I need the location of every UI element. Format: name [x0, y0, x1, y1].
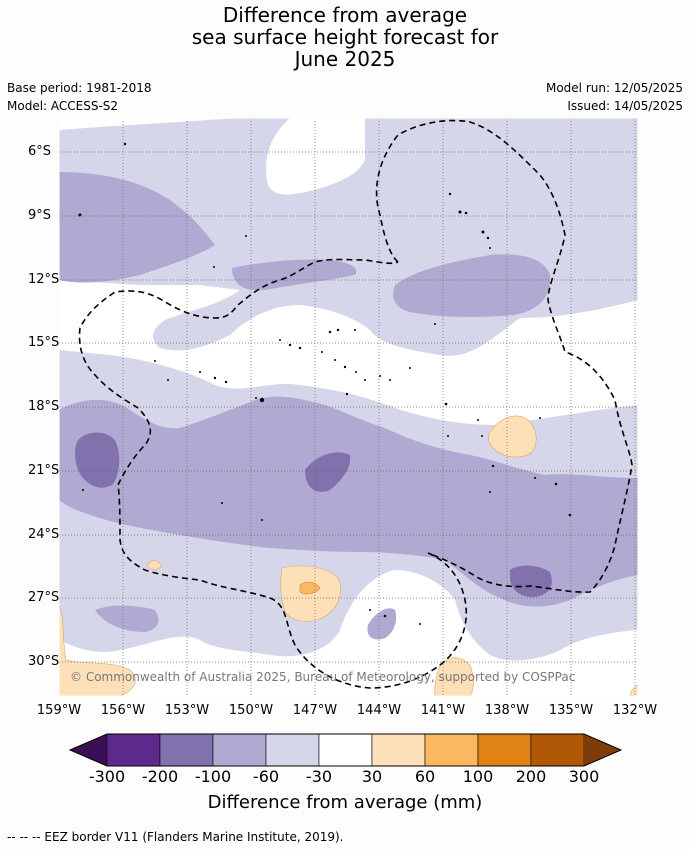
- base-period: Base period: 1981-2018: [7, 81, 152, 95]
- model-name: Model: ACCESS-S2: [7, 99, 119, 113]
- contour-neg60: [59, 172, 638, 640]
- cb-label-4: -60: [252, 767, 280, 786]
- meta-right: Model run: 12/05/2025 Issued: 14/05/2025: [546, 79, 683, 115]
- lat-label-12s: 12°S: [28, 272, 60, 287]
- title-line-3: June 2025: [294, 47, 396, 71]
- gridlines: [58, 118, 638, 696]
- colorbar-bin-4: [265, 733, 320, 767]
- lat-label-27s: 27°S: [28, 590, 60, 605]
- lon-label-132w: 132°W: [612, 703, 658, 718]
- anomaly-field: [59, 118, 638, 696]
- lat-label-15s: 15°S: [28, 335, 60, 350]
- contour-pos30: [59, 415, 638, 696]
- contour-neg100: [75, 432, 552, 598]
- cb-label-7: 60: [414, 767, 436, 786]
- lon-label-150w: 150°W: [228, 703, 274, 718]
- lat-label-9s: 9°S: [28, 208, 52, 223]
- cb-label-8: 100: [462, 767, 494, 786]
- lon-label-144w: 144°W: [356, 703, 402, 718]
- lon-label-138w: 138°W: [484, 703, 530, 718]
- lon-label-147w: 147°W: [292, 703, 338, 718]
- map-title: Difference from average sea surface heig…: [0, 4, 690, 70]
- lon-label-135w: 135°W: [548, 703, 594, 718]
- colorbar-bin-7: [424, 733, 479, 767]
- lat-label-6s: 6°S: [28, 144, 52, 159]
- title-line-2: sea surface height forecast for: [191, 25, 499, 49]
- contour-pos60: [299, 581, 321, 595]
- cb-label-3: -100: [194, 767, 232, 786]
- lon-label-159w: 159°W: [36, 703, 82, 718]
- lat-label-30s: 30°S: [28, 654, 60, 669]
- colorbar-min-arrow: [70, 734, 107, 766]
- colorbar-bin-8: [477, 733, 532, 767]
- copyright-credit: © Commonwealth of Australia 2025, Bureau…: [70, 670, 576, 684]
- title-line-1: Difference from average: [222, 3, 468, 27]
- colorbar-bin-5: [318, 733, 373, 767]
- lon-label-141w: 141°W: [420, 703, 466, 718]
- meta-left: Base period: 1981-2018 Model: ACCESS-S2: [7, 79, 152, 115]
- lat-label-18s: 18°S: [28, 399, 60, 414]
- islands: [78, 142, 572, 625]
- cb-label-6: 30: [361, 767, 383, 786]
- colorbar-bin-6: [371, 733, 426, 767]
- colorbar-outline: [68, 733, 623, 767]
- cb-label-2: -200: [141, 767, 179, 786]
- colorbar-bin-1: [106, 733, 161, 767]
- cb-label-10: 300: [568, 767, 600, 786]
- eez-borders: [78, 119, 633, 689]
- lon-label-156w: 156°W: [100, 703, 146, 718]
- lat-label-21s: 21°S: [28, 463, 60, 478]
- colorbar-max-arrow: [584, 734, 621, 766]
- colorbar-bin-9: [530, 733, 585, 767]
- cb-label-9: 200: [515, 767, 547, 786]
- cb-label-1: -300: [88, 767, 126, 786]
- eez-legend-note: -- -- -- EEZ border V11 (Flanders Marine…: [7, 830, 344, 844]
- cb-label-5: -30: [305, 767, 333, 786]
- plot-frame: [58, 117, 639, 697]
- model-run: Model run: 12/05/2025: [545, 81, 683, 95]
- lat-label-24s: 24°S: [28, 527, 60, 542]
- colorbar-title: Difference from average (mm): [207, 792, 483, 813]
- colorbar-bin-2: [159, 733, 214, 767]
- lon-label-153w: 153°W: [164, 703, 210, 718]
- colorbar-bin-3: [212, 733, 267, 767]
- issued-date: Issued: 14/05/2025: [567, 99, 683, 113]
